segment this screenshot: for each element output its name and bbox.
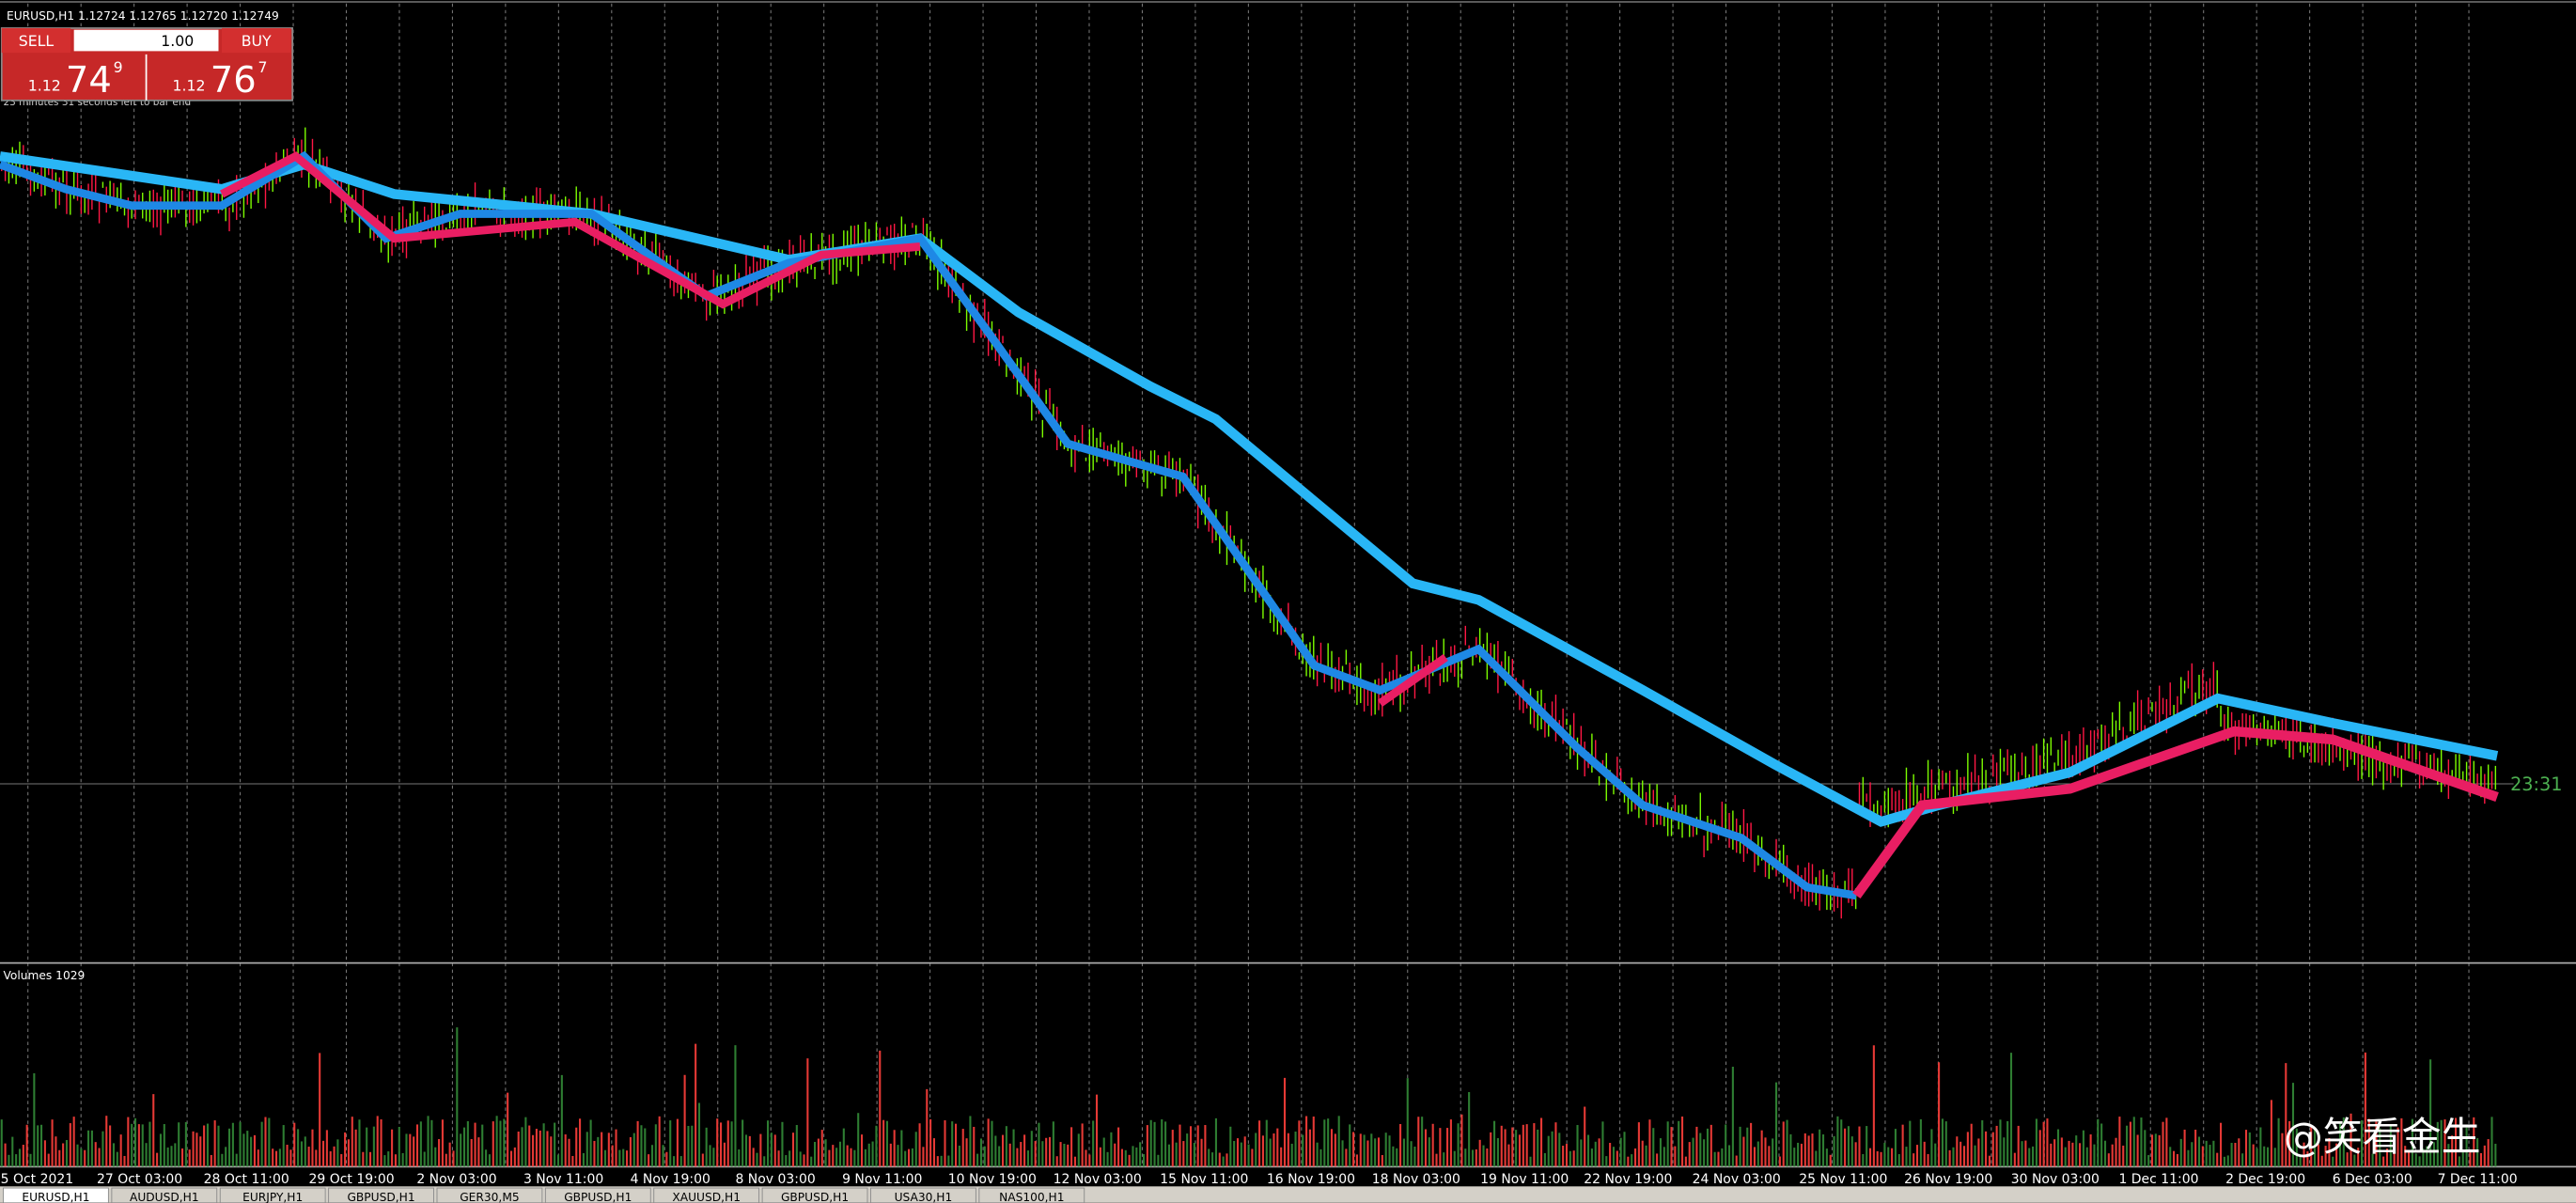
time-label: 8 Nov 03:00	[735, 1172, 815, 1187]
tab-label: NAS100,H1	[999, 1191, 1064, 1203]
time-label: 6 Dec 03:00	[2333, 1172, 2412, 1187]
tab-label: AUDUSD,H1	[130, 1191, 199, 1203]
time-label: 7 Dec 11:00	[2438, 1172, 2518, 1187]
slow-ma-ribbon	[0, 151, 2499, 827]
time-label: 16 Nov 19:00	[1267, 1172, 1355, 1187]
time-label: 15 Nov 11:00	[1160, 1172, 1248, 1187]
symbol-info: EURUSD,H1 1.12724 1.12765 1.12720 1.1274…	[7, 9, 279, 23]
tab-label: EURUSD,H1	[22, 1191, 89, 1203]
tab-label: GER30,M5	[460, 1191, 519, 1203]
buy-price-big: 1.12	[173, 76, 206, 94]
time-label: 30 Nov 03:00	[2011, 1172, 2100, 1187]
red-ma-ribbon	[220, 151, 921, 309]
time-label: 3 Nov 11:00	[523, 1172, 603, 1187]
time-label: 26 Nov 19:00	[1904, 1172, 1992, 1187]
sell-label: SELL	[19, 32, 55, 50]
time-label: 10 Nov 19:00	[948, 1172, 1037, 1187]
lot-value: 1.00	[161, 32, 194, 50]
tab-label: USA30,H1	[895, 1191, 953, 1203]
buy-price-point: 7	[258, 58, 267, 76]
volume-bars	[0, 1027, 2497, 1167]
time-label: 25 Nov 11:00	[1799, 1172, 1887, 1187]
red-ma-ribbon	[1377, 653, 1448, 707]
tab-label: EURJPY,H1	[242, 1191, 303, 1203]
time-label: 4 Nov 19:00	[631, 1172, 710, 1187]
time-label: 18 Nov 03:00	[1372, 1172, 1460, 1187]
time-label: 9 Nov 11:00	[842, 1172, 922, 1187]
price-timer-label: 23:31	[2510, 773, 2562, 795]
time-axis: 25 Oct 2021 27 Oct 03:00 28 Oct 11:00 29 Oc…	[0, 1172, 2518, 1187]
one-click-trading-panel: SELL BUY 1.00 1.12 74 9 1.12 76 7	[0, 27, 294, 102]
sell-button[interactable]	[1, 27, 71, 54]
sell-price-pips: 74	[66, 59, 112, 102]
time-label: 27 Oct 03:00	[97, 1172, 182, 1187]
buy-price-pips: 76	[211, 59, 257, 102]
chart-tabs: EURUSD,H1 AUDUSD,H1 EURJPY,H1 GBPUSD,H1 GER3…	[3, 1187, 1085, 1203]
time-label: 22 Nov 19:00	[1584, 1172, 1672, 1187]
tab-label: GBPUSD,H1	[347, 1191, 414, 1203]
volumes-label: Volumes 1029	[3, 969, 85, 982]
lot-input[interactable]	[73, 29, 219, 52]
tab-label: GBPUSD,H1	[564, 1191, 632, 1203]
buy-label: BUY	[242, 32, 272, 50]
time-label: 28 Oct 11:00	[204, 1172, 289, 1187]
time-label: 2 Dec 19:00	[2225, 1172, 2305, 1187]
time-label: 1 Dec 11:00	[2118, 1172, 2198, 1187]
red-ma-ribbon	[1852, 726, 2499, 898]
time-label: 25 Oct 2021	[0, 1172, 73, 1187]
watermark: @笑看金生	[2284, 1114, 2481, 1160]
time-label: 12 Nov 03:00	[1054, 1172, 1142, 1187]
sell-price-point: 9	[114, 58, 123, 76]
sell-price-big: 1.12	[28, 76, 61, 94]
tab-label: XAUUSD,H1	[672, 1191, 741, 1203]
fast-ma-ribbon	[0, 150, 1858, 900]
time-label: 24 Nov 03:00	[1693, 1172, 1781, 1187]
time-label: 19 Nov 11:00	[1480, 1172, 1569, 1187]
time-label: 2 Nov 03:00	[416, 1172, 496, 1187]
time-label: 29 Oct 19:00	[309, 1172, 395, 1187]
tab-label: GBPUSD,H1	[781, 1191, 849, 1203]
buy-button[interactable]	[221, 27, 291, 54]
